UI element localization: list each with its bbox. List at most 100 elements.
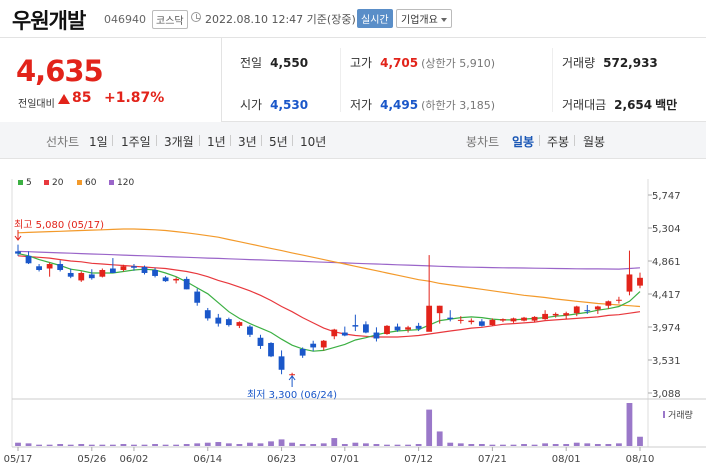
candle-body: [162, 277, 169, 282]
y-tick-label: 5,747: [652, 191, 681, 202]
x-tick-label: 06/23: [267, 454, 296, 465]
divider: [539, 135, 540, 146]
chevron-down-icon: [440, 18, 447, 22]
candle-body: [131, 266, 137, 268]
x-tick-label: 06/14: [193, 454, 222, 465]
low-label: 저가: [350, 98, 373, 112]
volume-bar: [500, 444, 506, 446]
quote-datetime: 2022.08.10 12:47 기준(장중): [205, 13, 356, 26]
candle-body: [573, 306, 580, 314]
open-label: 시가: [240, 98, 263, 112]
volume-bars: [15, 403, 643, 446]
x-tick-label: 05/26: [77, 454, 106, 465]
legend-swatch: [44, 180, 49, 185]
candle-body: [152, 269, 158, 276]
moving-averages: [17, 228, 641, 352]
period-10y[interactable]: 10년: [300, 135, 327, 149]
candle-chart-label: 봉차트: [466, 135, 500, 149]
volume-bar: [257, 443, 264, 446]
candle-body: [584, 310, 591, 312]
volume-bar: [405, 444, 411, 446]
x-tick-label: 08/10: [626, 454, 655, 465]
candle-body: [637, 277, 643, 286]
period-1y[interactable]: 1년: [207, 135, 226, 149]
x-tick-label: 05/17: [4, 454, 33, 465]
divider: [230, 135, 231, 146]
amount-unit: 백만: [655, 98, 678, 112]
candle-body: [247, 326, 253, 335]
candle-body: [67, 272, 74, 277]
legend-swatch: [77, 180, 82, 185]
candle-body: [362, 324, 369, 333]
axis-labels: 5,747 5,304 4,861 4,417 3,974 3,531 3,088 05/17…: [4, 191, 693, 465]
volume-bar: [605, 444, 612, 446]
market-badge: 코스닥: [152, 10, 188, 29]
candle-body: [268, 342, 274, 357]
period-1d[interactable]: 1일: [89, 135, 108, 149]
y-tick-label: 5,304: [652, 224, 681, 235]
volume-bar: [67, 444, 74, 446]
volume-bar: [594, 444, 601, 446]
ma120-line: [17, 250, 641, 270]
candles: [15, 244, 643, 378]
volume-bar: [120, 444, 127, 446]
x-tick-label: 07/01: [330, 454, 359, 465]
volume-bar: [584, 443, 591, 446]
volume-bar: [426, 409, 433, 446]
candle-body: [521, 317, 527, 321]
prev-close-stat: 전일 4,550: [240, 54, 308, 71]
candle-body: [194, 291, 201, 303]
company-info-dropdown[interactable]: 기업개요: [396, 9, 452, 28]
upper-limit: (상한가 5,910): [421, 57, 495, 70]
candle-body: [500, 319, 506, 321]
candle-body: [489, 319, 496, 326]
price-chart[interactable]: 5,747 5,304 4,861 4,417 3,974 3,531 3,088 05/17…: [0, 159, 706, 469]
divider: [552, 48, 553, 112]
volume-bar: [573, 442, 580, 446]
volume-bar: [341, 444, 348, 446]
volume-bar: [88, 444, 95, 446]
open-stat: 시가 4,530: [240, 96, 308, 113]
volume-bar: [542, 443, 549, 446]
candle-body: [15, 251, 21, 254]
candle-weekly[interactable]: 주봉: [547, 135, 570, 149]
period-5y[interactable]: 5년: [269, 135, 288, 149]
volume-bar: [268, 441, 274, 446]
divider: [156, 135, 157, 146]
up-arrow-icon: [58, 94, 70, 104]
volume-bar: [510, 444, 517, 446]
high-annotation: 최고 5,080 (05/17): [14, 219, 104, 231]
stock-name: 우원개발: [12, 9, 86, 33]
stock-code: 046940: [104, 13, 146, 26]
candle-monthly[interactable]: 월봉: [583, 135, 606, 149]
candle-body: [478, 321, 485, 326]
volume-bar: [637, 436, 643, 446]
candle-body: [36, 266, 42, 270]
candle-body: [426, 305, 433, 332]
y-tick-label: 3,088: [652, 389, 681, 400]
volume-bar: [394, 444, 401, 446]
candle-body: [257, 337, 264, 346]
volume-bar: [468, 444, 475, 446]
candle-body: [616, 299, 622, 301]
divider: [292, 135, 293, 146]
divider: [340, 48, 341, 112]
divider: [574, 135, 575, 146]
prev-close-value: 4,550: [270, 56, 309, 70]
period-3y[interactable]: 3년: [238, 135, 257, 149]
volume-bar: [352, 442, 359, 446]
volume-bar: [310, 444, 317, 446]
divider: [199, 135, 200, 146]
high-value: 4,705: [380, 56, 419, 70]
period-1w[interactable]: 1주일: [121, 135, 151, 149]
period-3m[interactable]: 3개월: [164, 135, 194, 149]
volume-bar: [236, 444, 243, 446]
volume-bar: [289, 442, 296, 446]
realtime-button[interactable]: 실시간: [357, 9, 393, 28]
legend-ma120: 120: [109, 178, 134, 188]
candle-daily[interactable]: 일봉: [512, 135, 535, 149]
candle-body: [447, 317, 454, 320]
candle-body: [25, 255, 32, 264]
candle-body: [278, 356, 285, 370]
stock-header: 우원개발 046940 코스닥 2022.08.10 12:47 기준(장중) …: [0, 0, 706, 38]
